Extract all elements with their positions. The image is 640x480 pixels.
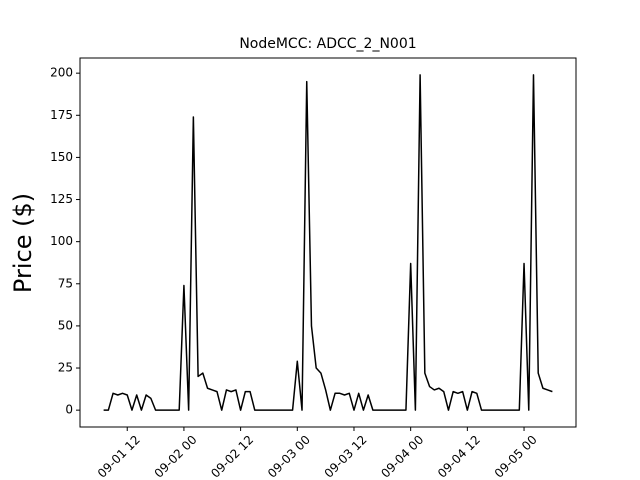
y-tick-label: 75 [58,276,73,290]
y-tick-label: 100 [50,234,73,248]
y-tick-label: 125 [50,192,73,206]
x-tick-label: 09-01 12 [95,433,143,480]
y-tick-label: 175 [50,108,73,122]
x-tick-label: 09-02 00 [152,433,200,480]
price-line [103,74,553,411]
y-tick-label: 25 [58,361,73,375]
y-tick-label: 0 [65,403,73,417]
y-axis-label: Price ($) [9,193,37,293]
x-tick-label: 09-02 12 [208,433,256,480]
y-tick-label: 150 [50,150,73,164]
y-tick-label: 50 [58,318,73,332]
x-tick-label: 09-03 12 [322,433,370,480]
x-tick-label: 09-04 12 [435,433,483,480]
x-tick-label: 09-05 00 [492,433,540,480]
y-tick-label: 200 [50,66,73,80]
x-tick-label: 09-04 00 [378,433,426,480]
chart-title: NodeMCC: ADCC_2_N001 [239,36,416,52]
x-tick-label: 09-03 00 [265,433,313,480]
plot-frame [79,57,577,428]
